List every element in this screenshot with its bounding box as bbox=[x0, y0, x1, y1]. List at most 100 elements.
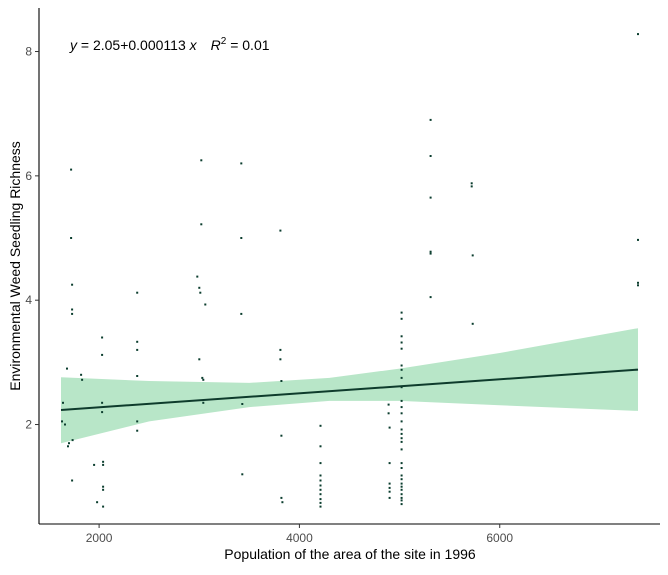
data-point bbox=[198, 286, 201, 289]
equation-slope: +0.000113 bbox=[120, 37, 186, 53]
data-point bbox=[68, 442, 70, 445]
data-points-layer bbox=[61, 33, 639, 508]
data-point bbox=[400, 485, 403, 488]
data-point bbox=[388, 426, 391, 429]
data-point bbox=[101, 411, 104, 414]
data-point bbox=[71, 308, 74, 311]
data-point bbox=[400, 432, 403, 435]
confidence-band bbox=[61, 328, 638, 444]
data-point bbox=[136, 348, 139, 351]
data-point bbox=[66, 367, 68, 370]
regression-line bbox=[60, 368, 639, 411]
data-point bbox=[136, 291, 139, 294]
data-point bbox=[93, 463, 96, 466]
equation-y-symbol: y bbox=[69, 37, 78, 53]
data-point bbox=[400, 496, 403, 499]
data-point bbox=[388, 462, 391, 465]
equation-x-symbol: x bbox=[186, 37, 198, 53]
data-point bbox=[400, 448, 403, 451]
data-point bbox=[71, 439, 74, 442]
data-point bbox=[319, 462, 322, 465]
data-point bbox=[101, 336, 104, 339]
data-point bbox=[400, 428, 403, 431]
data-point bbox=[101, 401, 104, 404]
data-point bbox=[429, 296, 432, 299]
data-point bbox=[200, 159, 203, 162]
data-point bbox=[204, 303, 207, 306]
data-point bbox=[102, 463, 105, 466]
data-point bbox=[319, 479, 322, 482]
data-point bbox=[429, 196, 432, 199]
data-point bbox=[201, 376, 204, 379]
data-point bbox=[240, 237, 243, 239]
data-point bbox=[199, 291, 202, 294]
data-point bbox=[637, 238, 639, 241]
data-point bbox=[400, 406, 403, 409]
data-point bbox=[387, 412, 390, 415]
data-point bbox=[400, 503, 403, 506]
data-point bbox=[101, 353, 104, 356]
data-point bbox=[319, 488, 322, 491]
data-point bbox=[319, 493, 322, 496]
data-point bbox=[240, 162, 243, 165]
data-point bbox=[400, 347, 403, 350]
data-point bbox=[471, 254, 474, 257]
data-point bbox=[280, 496, 283, 499]
data-point bbox=[102, 460, 105, 463]
equation-r-exponent: 2 bbox=[221, 36, 227, 47]
data-point bbox=[400, 368, 403, 371]
data-point bbox=[637, 284, 639, 287]
y-axis-ticks: 2 4 6 8 bbox=[25, 45, 39, 432]
data-point bbox=[136, 375, 139, 377]
data-point bbox=[61, 420, 63, 423]
data-point bbox=[136, 420, 139, 423]
data-point bbox=[429, 118, 432, 121]
data-point bbox=[400, 317, 403, 320]
fit-line-layer bbox=[60, 368, 639, 411]
data-point bbox=[280, 434, 283, 437]
data-point bbox=[400, 412, 403, 415]
data-point bbox=[400, 399, 403, 402]
data-point bbox=[136, 429, 139, 432]
data-point bbox=[400, 478, 403, 481]
data-point bbox=[400, 311, 403, 314]
confidence-band-layer bbox=[61, 328, 638, 444]
data-point bbox=[400, 364, 403, 367]
x-tick-label: 4000 bbox=[286, 531, 313, 545]
equation-intercept: = 2.05 bbox=[77, 37, 120, 53]
data-point bbox=[400, 462, 403, 465]
data-point bbox=[400, 335, 403, 338]
data-point bbox=[429, 155, 432, 157]
y-axis-title: Environmental Weed Seedling Richness bbox=[7, 141, 23, 391]
data-point bbox=[387, 403, 390, 406]
data-point bbox=[67, 445, 69, 448]
y-tick-label: 8 bbox=[25, 45, 32, 59]
data-point bbox=[71, 283, 74, 286]
data-point bbox=[400, 341, 403, 344]
data-point bbox=[637, 281, 639, 284]
data-point bbox=[388, 496, 391, 499]
data-point bbox=[400, 488, 403, 491]
data-point bbox=[471, 322, 474, 325]
data-point bbox=[279, 358, 282, 361]
data-point bbox=[198, 358, 201, 361]
data-point bbox=[470, 185, 473, 188]
regression-equation: y = 2.05+0.000113 x R2 = 0.01 bbox=[69, 36, 270, 53]
data-point bbox=[400, 437, 403, 440]
data-point bbox=[400, 467, 403, 469]
data-point bbox=[102, 505, 105, 508]
data-point bbox=[388, 486, 391, 489]
data-point bbox=[136, 340, 139, 343]
data-point bbox=[64, 423, 66, 426]
data-point bbox=[319, 505, 322, 508]
data-point bbox=[429, 250, 432, 253]
x-tick-label: 2000 bbox=[86, 531, 113, 545]
data-point bbox=[70, 168, 73, 171]
data-point bbox=[241, 473, 244, 476]
data-point bbox=[400, 499, 403, 502]
data-point bbox=[240, 312, 243, 315]
equation-r-symbol: R bbox=[211, 37, 221, 53]
y-tick-label: 2 bbox=[25, 418, 32, 432]
